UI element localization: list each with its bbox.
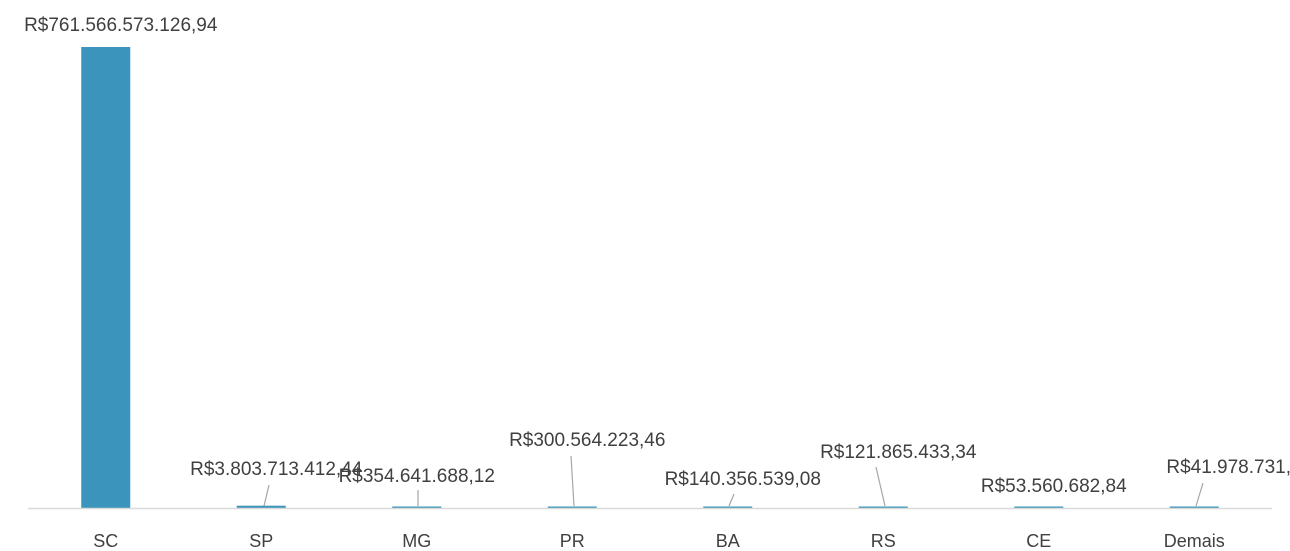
data-label-ba: R$140.356.539,08 [665,469,821,490]
bar-demais [1169,506,1219,508]
leader-line-ba [728,493,735,507]
data-label-demais: R$41.978.731,17 [1166,457,1290,478]
bar-pr [547,506,597,508]
tick-label-sc: SC [93,531,118,551]
bar-mg [392,506,442,508]
data-label-mg: R$354.641.688,12 [339,466,495,487]
data-label-ce: R$53.560.682,84 [981,476,1127,497]
data-label-pr: R$300.564.223,46 [509,430,665,451]
data-labels-group: R$761.566.573.126,94R$3.803.713.412,44R$… [24,15,1290,497]
bars-group [81,47,1219,508]
tick-label-ce: CE [1026,531,1051,551]
tick-label-rs: RS [871,531,896,551]
bar-sc [81,47,131,508]
bar-ce [1014,506,1064,508]
leader-lines-group [263,455,1204,507]
tick-label-sp: SP [249,531,273,551]
tick-label-mg: MG [402,531,431,551]
leader-line-rs [875,466,886,507]
bar-sp [236,505,286,508]
leader-line-pr [570,455,575,507]
tick-label-ba: BA [716,531,740,551]
leader-line-demais [1195,482,1204,507]
data-label-sc: R$761.566.573.126,94 [24,15,218,36]
leader-line-sp [263,484,270,507]
bar-rs [858,506,908,508]
tick-labels-group: SC SP MG PR BA RS CE Demais [93,531,1225,551]
data-label-rs: R$121.865.433,34 [820,442,977,463]
tick-label-demais: Demais [1164,531,1225,551]
data-label-sp: R$3.803.713.412,44 [190,459,363,480]
tick-label-pr: PR [560,531,585,551]
bar-ba [703,506,753,508]
